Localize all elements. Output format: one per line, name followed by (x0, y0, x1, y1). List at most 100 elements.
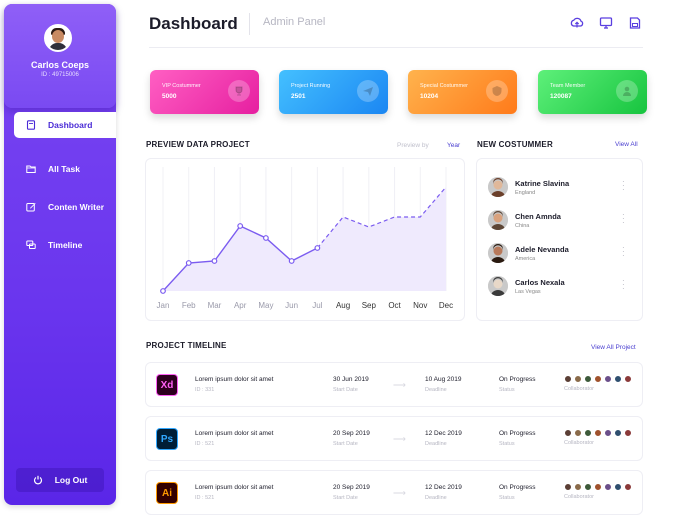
chat-icon (26, 240, 36, 249)
data-point (160, 288, 166, 294)
folder-icon (26, 165, 36, 173)
customer-item[interactable]: Katrine Slavina England · · · (488, 177, 628, 199)
sidebar-item-label: All Task (48, 164, 80, 174)
line-chart: Jan Feb Mar Apr May Jun Jul Aug Sep Oct Nov Dec (157, 167, 453, 310)
stat-card-value: 10204 (420, 93, 439, 100)
upload-icon[interactable] (570, 16, 584, 30)
collaborator-avatar (614, 429, 622, 437)
stat-card-label: Team Member (550, 83, 586, 89)
stat-card-label: Project Running (291, 83, 331, 89)
timeline-row[interactable]: Ai Lorem ipsum dolor sit amet ID : 521 2… (145, 470, 643, 515)
more-options-icon[interactable]: · · · (622, 210, 625, 227)
stat-card-3[interactable]: Special Costummer 10204 (408, 70, 517, 114)
sidebar-item-label: Conten Writer (48, 202, 105, 212)
logout-button[interactable]: Log Out (16, 468, 104, 492)
stat-card-2[interactable]: Project Running 2501 (279, 70, 388, 114)
project-id: ID : 521 (195, 441, 215, 447)
deadline-date: 12 Dec 2019 (425, 430, 462, 437)
collaborator-avatar (594, 483, 602, 491)
sidebar-item-timeline[interactable]: Timeline (4, 226, 116, 264)
project-name: Lorem ipsum dolor sit amet (195, 484, 274, 491)
start-date: 20 Sep 2019 (333, 430, 370, 437)
customer-avatar (488, 243, 508, 263)
stat-card-label: Special Costummer (420, 83, 468, 89)
timeline-row[interactable]: Ps Lorem ipsum dolor sit amet ID : 521 2… (145, 416, 643, 461)
x-tick-label: Jun (285, 301, 298, 310)
x-tick-label: Nov (413, 301, 427, 310)
data-point (288, 258, 295, 264)
collaborator-avatar (584, 483, 592, 491)
customer-location: America (515, 256, 536, 262)
customer-item[interactable]: Chen Amnda China · · · (488, 210, 628, 232)
sidebar-item-conten-writer[interactable]: Conten Writer (4, 188, 116, 226)
customers-view-all-link[interactable]: View All (615, 141, 638, 148)
sidebar: Carlos Coeps ID : 49715006 Dashboard All… (4, 4, 116, 505)
customer-name: Carlos Nexala (515, 278, 565, 287)
collaborator-avatar (564, 429, 572, 437)
stat-card-icon-bg (616, 80, 638, 102)
collaborator-avatar (594, 429, 602, 437)
stat-card-4[interactable]: Team Member 120087 (538, 70, 647, 114)
person-icon (623, 86, 631, 96)
stat-card-icon-bg (228, 80, 250, 102)
sidebar-item-dashboard[interactable]: Dashboard (14, 112, 116, 138)
collaborator-avatar (624, 429, 632, 437)
customer-item[interactable]: Adele Nevanda America · · · (488, 243, 628, 265)
x-tick-label: Dec (439, 301, 453, 310)
start-date-label: Start Date (333, 387, 358, 393)
view-all-project-link[interactable]: View All Project (591, 344, 636, 351)
customer-avatar (488, 210, 508, 230)
stat-card-1[interactable]: VIP Costummer 5000 (150, 70, 259, 114)
deadline-label: Deadline (425, 441, 447, 447)
preview-by-label: Preview by (397, 142, 429, 149)
status-value: On Progress (499, 376, 536, 383)
collaborator-label: Collaborator (564, 494, 594, 500)
customer-avatar (488, 276, 508, 296)
customer-item[interactable]: Carlos Nexala Las Vegas · · · (488, 276, 628, 298)
stat-card-value: 5000 (162, 93, 177, 100)
app-icon-label: Ps (160, 433, 174, 445)
collaborator-avatar (584, 429, 592, 437)
collaborator-avatar (614, 483, 622, 491)
stat-card-value: 120087 (550, 93, 572, 100)
customer-name: Adele Nevanda (515, 245, 569, 254)
start-date-label: Start Date (333, 441, 358, 447)
customer-name: Chen Amnda (515, 212, 561, 221)
customer-location: China (515, 223, 530, 229)
data-point (263, 235, 269, 241)
header-divider-line (149, 47, 643, 48)
stat-card-value: 2501 (291, 93, 306, 100)
data-point (185, 260, 192, 266)
collaborator-avatar (604, 375, 612, 383)
x-tick-label: Aug (336, 301, 350, 310)
timeline-row[interactable]: Xd Lorem ipsum dolor sit amet ID : 331 3… (145, 362, 643, 407)
profile-card: Carlos Coeps ID : 49715006 (4, 4, 116, 108)
document-icon (26, 120, 36, 130)
stat-card-icon-bg (486, 80, 508, 102)
monitor-icon[interactable] (599, 16, 613, 30)
sidebar-item-all-task[interactable]: All Task (4, 150, 116, 188)
sidebar-item-label: Timeline (48, 240, 83, 250)
status-label: Status (499, 387, 515, 393)
save-icon[interactable] (628, 16, 642, 30)
more-options-icon[interactable]: · · · (622, 243, 625, 260)
avatar[interactable] (44, 24, 72, 52)
customer-avatar (488, 177, 508, 197)
collaborator-avatar (574, 483, 582, 491)
year-selector[interactable]: Year (447, 142, 461, 149)
preview-title: PREVIEW DATA PROJECT (146, 140, 250, 149)
trophy-icon (235, 86, 243, 96)
start-date-label: Start Date (333, 495, 358, 501)
project-name: Lorem ipsum dolor sit amet (195, 376, 274, 383)
collaborator-avatar (624, 483, 632, 491)
status-label: Status (499, 495, 515, 501)
collaborator-avatar (624, 375, 632, 383)
more-options-icon[interactable]: · · · (622, 177, 625, 194)
more-options-icon[interactable]: · · · (622, 276, 625, 293)
shield-icon (492, 86, 502, 96)
logout-label: Log Out (54, 475, 88, 485)
data-point (314, 245, 321, 251)
status-value: On Progress (499, 484, 536, 491)
x-tick-label: Feb (182, 301, 196, 310)
header-actions (570, 16, 642, 30)
